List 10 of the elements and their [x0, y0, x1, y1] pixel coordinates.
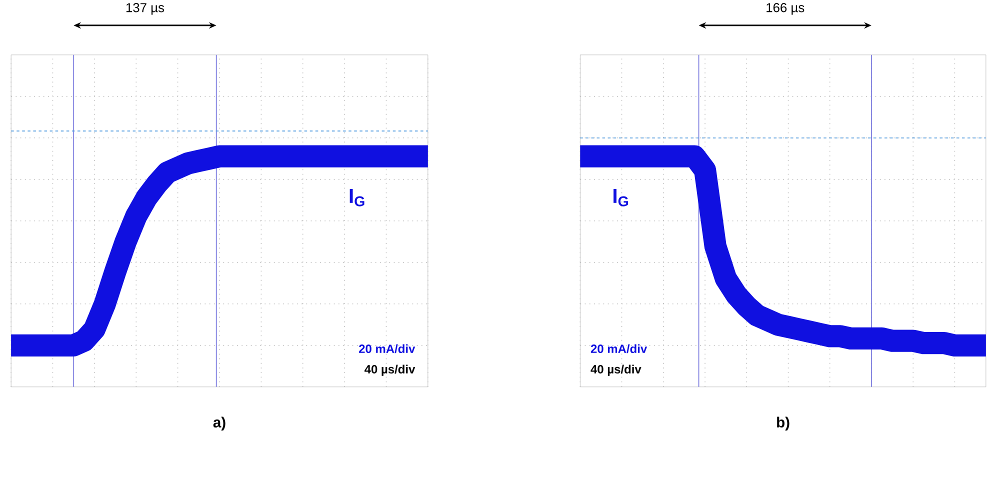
- text: a): [213, 416, 226, 431]
- text: 137 µs: [126, 3, 164, 15]
- annotation: I$_{G}$: [614, 189, 628, 206]
- text: b): [777, 416, 790, 431]
- annotation: I$_{G}$: [350, 189, 364, 206]
- annotation: 40 µs/div: [364, 364, 416, 376]
- annotation: 40 µs/div: [590, 364, 642, 376]
- annotation: 20 mA/div: [590, 344, 648, 354]
- text: 166 µs: [766, 3, 804, 15]
- annotation: 20 mA/div: [359, 344, 416, 354]
